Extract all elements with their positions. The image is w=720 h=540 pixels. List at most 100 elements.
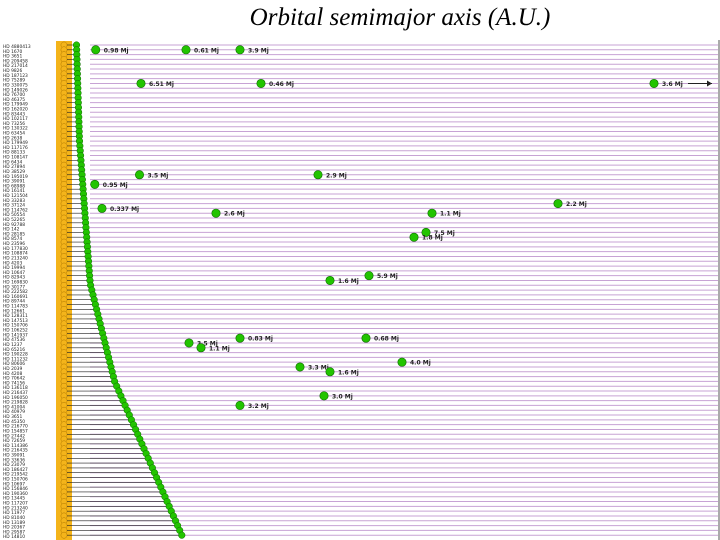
planet-marker xyxy=(313,170,323,180)
planet-mass-label: 2.9 Mj xyxy=(326,172,347,179)
star-label: HD 23079 xyxy=(3,462,25,468)
star-label: HD 177830 xyxy=(3,246,28,252)
star-label: HD 10647 xyxy=(3,270,25,276)
planet-mass-label: 4.0 Mj xyxy=(410,360,431,367)
star-label: HD 40979 xyxy=(3,409,25,415)
planet-mass-label: 1.1 Mj xyxy=(209,345,230,352)
star-label: HD 117207 xyxy=(3,501,28,507)
star-label: HD 141937 xyxy=(3,332,28,338)
star-label: HD 65216 xyxy=(3,347,25,353)
star-label: HD 117176 xyxy=(3,145,28,151)
planet-marker xyxy=(427,208,437,218)
planet-marker xyxy=(364,271,374,281)
star-label: HD 63454 xyxy=(3,131,25,137)
planet-mass-label: 1.6 Mj xyxy=(338,278,359,285)
star-label: HD 52265 xyxy=(3,217,25,223)
star-label: HD 20367 xyxy=(3,525,25,531)
star-label: HD 70642 xyxy=(3,376,25,382)
star-label: HD 11977 xyxy=(3,510,25,516)
star-label: HD 150706 xyxy=(3,323,28,329)
star-label: HD 150706 xyxy=(3,477,28,483)
planet-mass-label: 2.2 Mj xyxy=(566,201,587,208)
star-label: HD 102117 xyxy=(3,116,28,122)
planet-mass-label: 2.6 Mj xyxy=(224,211,245,218)
star-label: HD 13189 xyxy=(3,520,25,526)
star-label: HD 27894 xyxy=(3,164,25,170)
inner-planet xyxy=(178,531,186,539)
star-label: HD 142 xyxy=(3,227,20,233)
star-label: HD 33283 xyxy=(3,198,25,204)
star-label: HD 179949 xyxy=(3,140,28,146)
planet-marker xyxy=(211,208,221,218)
star-label: HD 46375 xyxy=(3,97,25,103)
star-label: HD 29587 xyxy=(3,529,25,535)
star-label: HD 190228 xyxy=(3,352,28,358)
planet-mass-label: 3.5 Mj xyxy=(197,340,218,347)
planet-marker xyxy=(97,203,107,213)
star-label: HD 1237 xyxy=(3,342,22,348)
star-label: HD 73256 xyxy=(3,121,25,127)
planet-mass-label: 1.8 Mj xyxy=(422,235,443,242)
star-label: HD 106252 xyxy=(3,328,28,334)
star-label: HD 19994 xyxy=(3,265,25,271)
star-label: HD 154857 xyxy=(3,428,28,434)
star-label: HD 74156 xyxy=(3,380,25,386)
star-label: HD 114386 xyxy=(3,443,28,449)
planet-mass-label: 0.61 Mj xyxy=(194,47,219,54)
star-label: HD 8574 xyxy=(3,236,22,242)
star-label: HD 108874 xyxy=(3,251,28,257)
star-label: HD 41004 xyxy=(3,404,25,410)
star-label: HD 149026 xyxy=(3,87,28,93)
planet-mass-label: 0.46 Mj xyxy=(269,81,294,88)
star-label: HD 169830 xyxy=(3,279,28,285)
star-label: HD 213240 xyxy=(3,255,28,261)
planet-mass-label: 5.9 Mj xyxy=(377,273,398,280)
star-label: HD 160691 xyxy=(3,294,28,300)
planet-mass-label: 3.3 Mj xyxy=(308,364,329,371)
planet-marker xyxy=(409,232,419,242)
planet-marker xyxy=(553,199,563,209)
star-label: HD 16141 xyxy=(3,188,25,194)
star-label: HD 179949 xyxy=(3,102,28,108)
star-label: HD 216770 xyxy=(3,424,28,430)
planet-mass-label: 3.5 Mj xyxy=(148,172,169,179)
star-label: HD 6434 xyxy=(3,159,22,165)
star-label: HD 82943 xyxy=(3,275,25,281)
star-label: HD 219542 xyxy=(3,472,28,478)
star-label: HD 68988 xyxy=(3,183,25,189)
star-label: HD 28185 xyxy=(3,231,25,237)
star-label: HD 217014 xyxy=(3,63,28,69)
planet-mass-label: 0.337 Mj xyxy=(110,206,139,213)
star-label: HD 136118 xyxy=(3,385,28,391)
star-label: HD 186427 xyxy=(3,467,28,473)
star-label: HD 30177 xyxy=(3,284,25,290)
planet-marker xyxy=(235,45,245,55)
planet-mass-label: 3.0 Mj xyxy=(332,393,353,400)
star-label: HD 33636 xyxy=(3,457,25,463)
star-label: HD 216437 xyxy=(3,390,28,396)
star-label: HD 130322 xyxy=(3,126,28,132)
planet-mass-label: 3.6 Mj xyxy=(662,81,683,88)
star-label: HD 13445 xyxy=(3,496,25,502)
star-label: HD 114783 xyxy=(3,304,28,310)
star-label: HD 213240 xyxy=(3,505,28,511)
star-label: HD 114762 xyxy=(3,207,28,213)
star-label: HD 162020 xyxy=(3,106,28,112)
planet-mass-label: 3.2 Mj xyxy=(248,403,269,410)
star-label: HD 83443 xyxy=(3,111,25,117)
star-label: HD 222582 xyxy=(3,289,28,295)
star-label: HD 195019 xyxy=(3,174,28,180)
star-label: HD 196050 xyxy=(3,395,28,401)
offscale-arrow-head xyxy=(707,80,712,87)
star-label: HD 47536 xyxy=(3,337,25,343)
planet-mass-label: 1.6 Mj xyxy=(338,369,359,376)
star-label: HD 187123 xyxy=(3,73,28,79)
planet-marker xyxy=(91,45,101,55)
planet-mass-label: 0.68 Mj xyxy=(374,336,399,343)
star-label: HD 81040 xyxy=(3,515,25,521)
star-label: HD 39091 xyxy=(3,452,25,458)
star-label: HD 147513 xyxy=(3,318,28,324)
star-label: HD 2638 xyxy=(3,135,22,141)
planet-mass-label: 7.5 Mj xyxy=(434,230,455,237)
